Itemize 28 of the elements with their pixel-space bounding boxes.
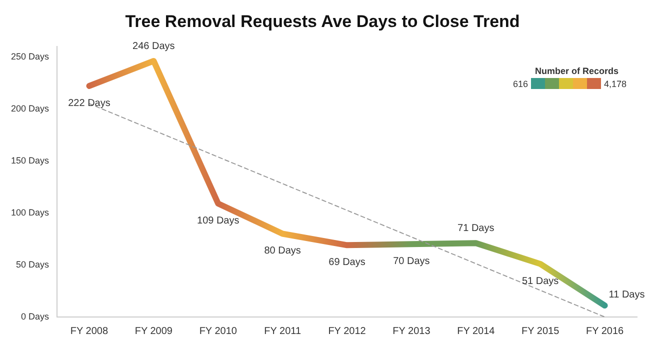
y-tick-label: 100 Days [10,207,50,218]
data-label: 71 Days [458,223,494,234]
x-tick-label: FY 2013 [392,326,431,337]
y-tick-label: 0 Days [21,311,50,322]
annotation: 4,178 [604,78,627,88]
x-tick-label: FY 2016 [586,326,624,337]
x-tick-label: FY 2010 [199,326,238,337]
x-tick-label: FY 2011 [264,326,302,337]
x-tick-label: FY 2015 [522,326,560,337]
y-tick-label: 250 Days [10,51,50,62]
data-label: 109 Days [197,216,240,227]
x-tick-label: FY 2012 [328,326,366,337]
y-tick-label: 150 Days [10,155,50,166]
chart-title: Tree Removal Requests Ave Days to Close Trend [125,12,520,31]
y-tick-label: 200 Days [10,103,50,114]
x-tick-label: FY 2008 [70,326,108,337]
x-tick-label: FY 2014 [457,326,496,337]
data-label: 246 Days [132,40,175,52]
data-label: 51 Days [522,276,559,287]
data-label: 70 Days [393,256,430,268]
data-label: 80 Days [264,246,301,257]
y-tick-label: 50 Days [16,259,50,270]
annotation: Number of Records [535,66,620,76]
data-label: 69 Days [328,257,366,268]
data-label: 222 Days [68,98,110,109]
annotation: 616 [513,78,528,88]
data-label: 11 Days [608,290,645,301]
x-tick-label: FY 2009 [134,326,173,337]
